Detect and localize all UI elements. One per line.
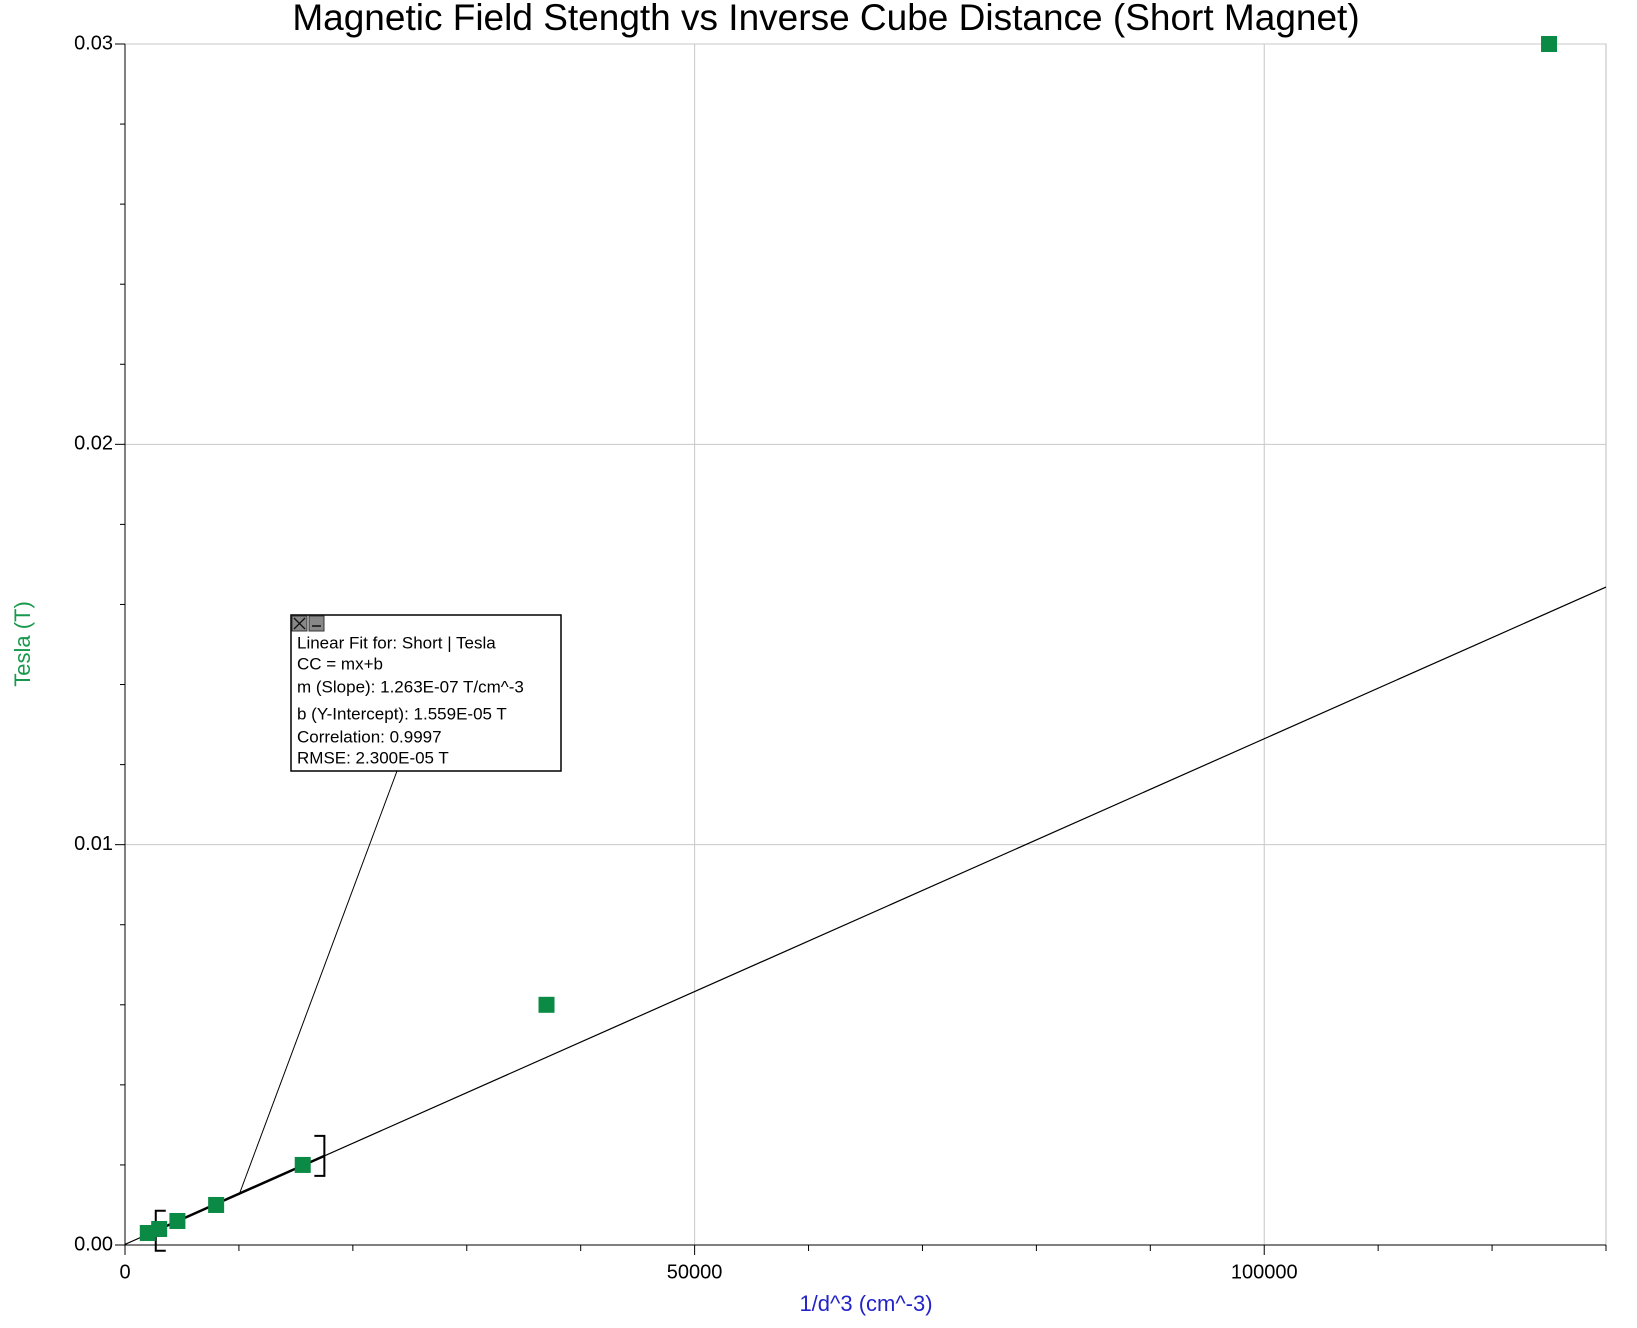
annotation-line: RMSE: 2.300E-05 T: [297, 748, 449, 767]
y-tick-label: 0.01: [74, 833, 113, 855]
y-tick-label: 0.00: [74, 1233, 113, 1255]
data-point: [1541, 36, 1558, 52]
annotation-line: b (Y-Intercept): 1.559E-05 T: [297, 704, 507, 723]
plot-area: 0.00 0.01 0.02 0.03 0 50000 100000: [74, 32, 1607, 1283]
chart-title: Magnetic Field Stength vs Inverse Cube D…: [292, 0, 1359, 38]
fit-line: [124, 586, 1607, 1245]
annotation-line: m (Slope): 1.263E-07 T/cm^-3: [297, 677, 524, 696]
annotation-connector: [238, 770, 398, 1196]
x-axis-label: 1/d^3 (cm^-3): [799, 1291, 932, 1316]
annotation-line: Linear Fit for: Short | Tesla: [297, 633, 496, 652]
y-tick-label: 0.02: [74, 433, 113, 455]
x-tick-label: 50000: [667, 1261, 723, 1283]
close-x: [293, 617, 306, 630]
data-point: [538, 996, 555, 1013]
annotation-line: Correlation: 0.9997: [297, 727, 442, 746]
data-point: [169, 1212, 186, 1229]
fit-range-bracket: [314, 1134, 326, 1177]
data-point: [151, 1220, 168, 1237]
data-point: [208, 1196, 225, 1213]
minimize-icon[interactable]: [308, 615, 325, 632]
annotation-box: [290, 614, 562, 772]
y-tick-label: 0.03: [74, 32, 113, 54]
y-axis-label: Tesla (T): [10, 601, 35, 687]
data-point: [294, 1156, 311, 1173]
x-tick-label: 0: [119, 1261, 130, 1283]
x-tick-label: 100000: [1231, 1261, 1298, 1283]
annotation-line: CC = mx+b: [297, 654, 383, 673]
fit-annotation: Linear Fit for: Short | Tesla CC = mx+b m …: [238, 614, 562, 1196]
